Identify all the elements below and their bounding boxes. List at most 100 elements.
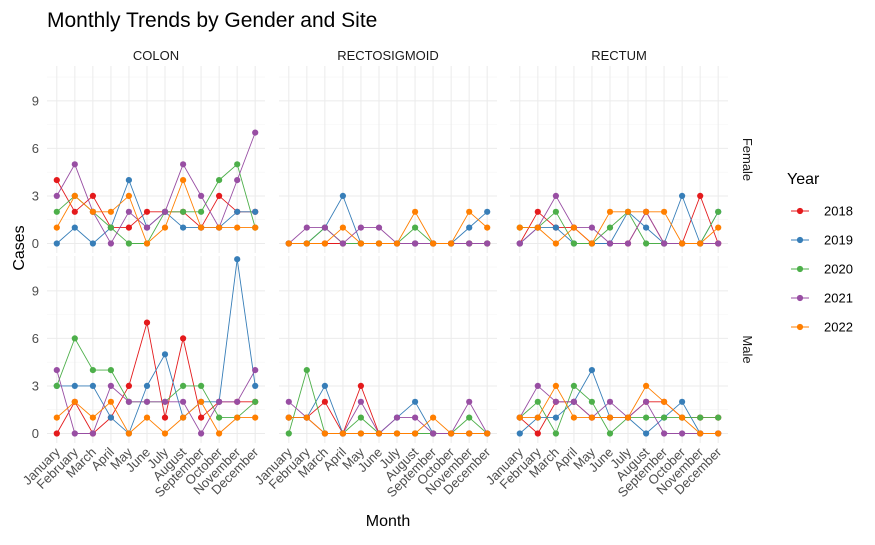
data-point-2022	[661, 398, 668, 405]
data-point-2021	[516, 240, 523, 247]
data-point-2019	[552, 224, 560, 231]
data-point-2020	[534, 398, 541, 405]
data-point-2021	[339, 240, 346, 247]
data-point-2022	[252, 224, 259, 231]
data-point-2022	[715, 430, 722, 437]
data-point-2022	[234, 414, 241, 421]
data-point-2021	[534, 382, 541, 389]
data-point-2020	[715, 208, 722, 215]
data-point-2022	[143, 240, 151, 247]
data-point-2021	[624, 240, 632, 247]
data-point-2020	[252, 398, 259, 405]
data-point-2019	[234, 208, 241, 215]
data-point-2021	[466, 398, 473, 405]
data-point-2021	[552, 398, 560, 405]
series-line-2021	[288, 227, 488, 245]
data-point-2020	[303, 367, 310, 374]
data-point-2020	[107, 367, 114, 374]
series-lines	[56, 132, 719, 435]
legend-title: Year	[787, 171, 820, 188]
data-point-2020	[715, 414, 722, 421]
strip-label-rectosigmoid: RECTOSIGMOID	[337, 48, 439, 63]
data-point-2022	[606, 208, 614, 215]
data-point-2021	[125, 208, 132, 215]
legend-key-point	[796, 207, 804, 215]
x-axis-title: Month	[366, 513, 410, 530]
data-point-2022	[180, 177, 187, 184]
data-point-2020	[606, 430, 614, 437]
data-point-2019	[679, 398, 686, 405]
data-point-2022	[53, 414, 60, 421]
data-point-2018	[71, 208, 78, 215]
data-point-2021	[606, 240, 614, 247]
data-point-2021	[107, 240, 114, 247]
data-point-2021	[321, 224, 328, 231]
data-point-2020	[180, 208, 187, 215]
data-point-2022	[534, 224, 541, 231]
data-point-2022	[393, 240, 401, 247]
data-point-2021	[53, 367, 60, 374]
data-point-2021	[588, 224, 596, 231]
data-point-2022	[697, 240, 704, 247]
data-point-2022	[466, 208, 473, 215]
data-point-2022	[412, 430, 419, 437]
data-point-2022	[516, 414, 523, 421]
data-point-2019	[339, 192, 346, 199]
data-point-2022	[107, 398, 114, 405]
data-point-2019	[484, 208, 491, 215]
data-point-2019	[89, 382, 96, 389]
data-point-2021	[466, 240, 473, 247]
legend-label-2021: 2021	[824, 291, 853, 306]
series-line-2020	[56, 163, 256, 244]
y-tick-label: 3	[32, 188, 39, 203]
data-point-2020	[216, 177, 223, 184]
data-point-2022	[484, 430, 491, 437]
data-point-2022	[412, 208, 419, 215]
data-point-2022	[679, 240, 686, 247]
data-point-2022	[661, 208, 668, 215]
data-point-2021	[71, 430, 78, 437]
data-point-2021	[285, 398, 292, 405]
legend-key-point	[796, 323, 804, 331]
data-point-2019	[516, 430, 523, 437]
data-point-2021	[393, 414, 401, 421]
data-point-2020	[466, 414, 473, 421]
data-point-2018	[198, 414, 205, 421]
data-point-2022	[393, 430, 401, 437]
series-line-2020	[288, 368, 488, 434]
data-point-2022	[125, 430, 132, 437]
strip-label-colon: COLON	[133, 48, 179, 63]
data-point-2020	[606, 224, 614, 231]
data-point-2022	[321, 430, 328, 437]
data-point-2022	[71, 398, 78, 405]
data-point-2018	[697, 192, 704, 199]
data-point-2022	[534, 414, 541, 421]
y-axis-title: Cases	[11, 225, 28, 270]
data-point-2022	[357, 240, 364, 247]
data-point-2022	[679, 414, 686, 421]
data-point-2020	[89, 367, 96, 374]
chart-title: Monthly Trends by Gender and Site	[47, 9, 377, 32]
data-point-2021	[234, 177, 241, 184]
data-point-2021	[234, 398, 241, 405]
data-point-2021	[143, 398, 151, 405]
data-point-2022	[161, 224, 169, 231]
data-point-2021	[412, 414, 419, 421]
y-tick-label: 9	[32, 283, 39, 298]
data-point-2019	[679, 192, 686, 199]
data-point-2022	[339, 224, 346, 231]
data-point-2020	[570, 382, 578, 389]
series-line-2022	[56, 401, 256, 435]
grid-layer	[47, 66, 728, 443]
data-point-2018	[216, 192, 223, 199]
series-line-2019	[519, 369, 719, 435]
data-point-2019	[321, 382, 328, 389]
data-point-2019	[89, 240, 96, 247]
strip-label-rectum: RECTUM	[591, 48, 647, 63]
strip-label-male: Male	[740, 335, 755, 363]
data-point-2022	[697, 430, 704, 437]
data-point-2022	[643, 208, 650, 215]
data-point-2021	[357, 224, 364, 231]
series-line-2018	[56, 179, 256, 229]
